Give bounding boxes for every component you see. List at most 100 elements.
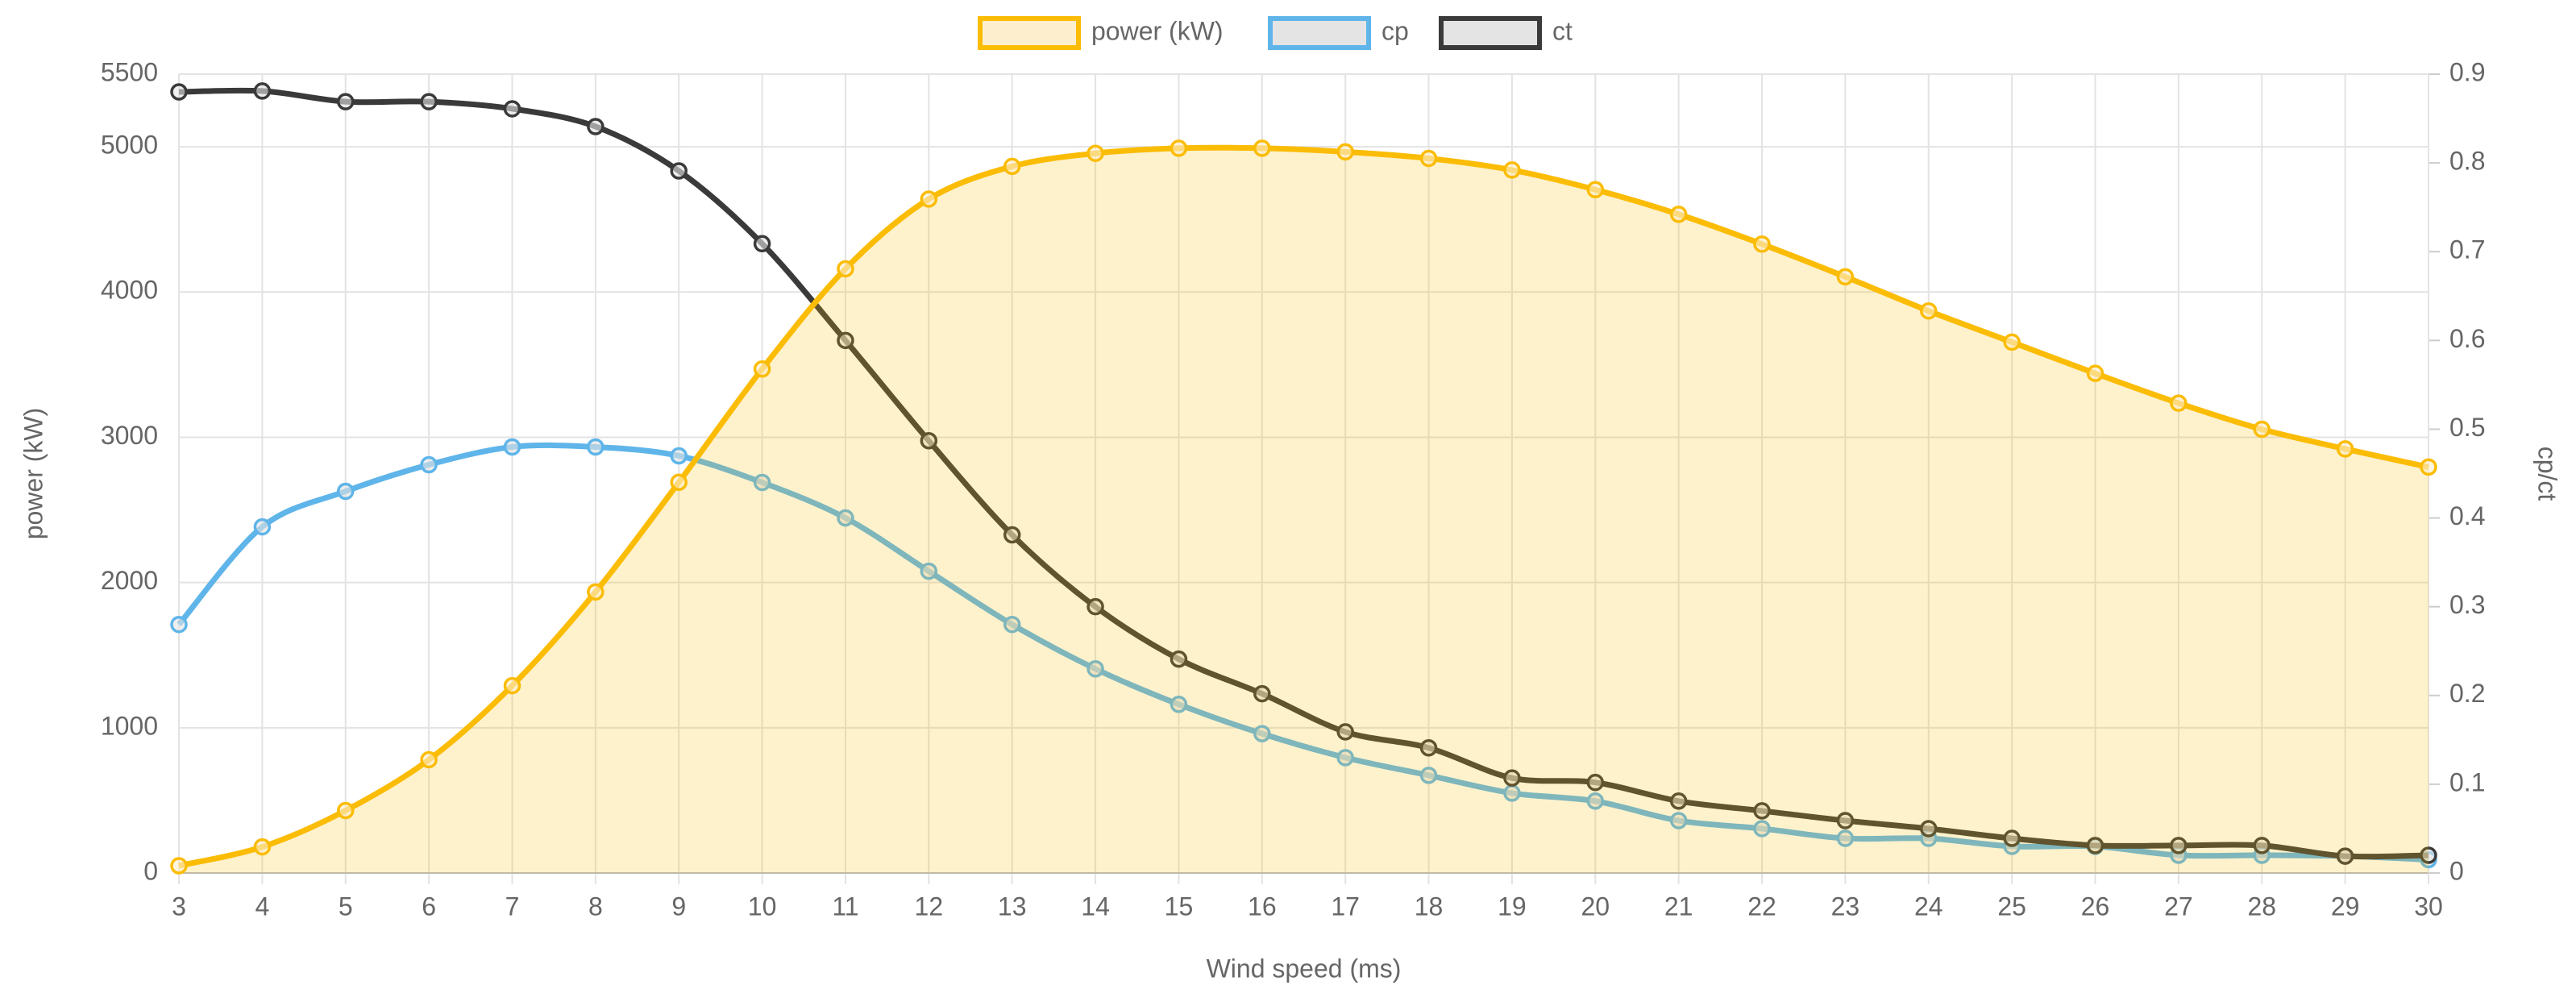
- y-tick-label: 0: [143, 856, 158, 885]
- x-tick-label: 10: [748, 892, 777, 921]
- data-point: [1253, 139, 1271, 157]
- x-tick-label: 24: [1914, 892, 1943, 921]
- data-point: [1253, 684, 1271, 703]
- y2-tick-label: 0.9: [2449, 57, 2485, 86]
- data-point: [1086, 659, 1104, 678]
- legend-swatch: [1268, 16, 1371, 50]
- data-point: [2336, 440, 2354, 458]
- x-tick-label: 22: [1747, 892, 1776, 921]
- data-point: [837, 509, 854, 527]
- data-point: [1253, 725, 1271, 742]
- y2-tick-label: 0.2: [2449, 679, 2485, 708]
- data-point: [670, 473, 688, 492]
- legend-label: ct: [1552, 16, 1573, 45]
- data-point: [2253, 420, 2271, 439]
- data-point: [1086, 597, 1104, 616]
- data-point: [1586, 792, 1605, 810]
- x-tick-label: 25: [1997, 892, 2026, 921]
- data-point: [503, 438, 521, 456]
- x-tick-label: 3: [172, 892, 186, 921]
- data-point: [503, 676, 521, 695]
- y2-tick-label: 0.6: [2449, 324, 2485, 353]
- y2-tick-label: 0.3: [2449, 590, 2485, 619]
- y-tick-label: 3000: [101, 421, 158, 450]
- data-point: [587, 118, 605, 135]
- x-tick-label: 6: [422, 892, 436, 921]
- x-tick-label: 27: [2164, 892, 2193, 921]
- data-point: [170, 83, 188, 101]
- x-tick-label: 29: [2331, 892, 2360, 921]
- data-point: [1170, 696, 1188, 713]
- data-point: [2170, 837, 2188, 854]
- data-point: [1170, 139, 1188, 157]
- data-point: [587, 438, 605, 456]
- y2-tick-label: 0.8: [2449, 147, 2485, 176]
- data-point: [1419, 767, 1438, 784]
- legend: power (kW) cp ct: [978, 16, 1573, 50]
- data-point: [1336, 749, 1354, 767]
- y2-tick-label: 0.5: [2449, 413, 2485, 442]
- data-point: [1920, 820, 1938, 838]
- y2-tick-label: 0.1: [2449, 767, 2485, 796]
- data-point: [753, 360, 771, 378]
- data-point: [1003, 526, 1021, 544]
- x-tick-label: 28: [2247, 892, 2276, 921]
- data-point: [420, 455, 438, 474]
- legend-swatch: [1439, 16, 1542, 50]
- data-point: [2086, 364, 2104, 382]
- data-point: [1170, 650, 1188, 668]
- x-tick-label: 15: [1165, 892, 1194, 921]
- y2-tick-label: 0.4: [2449, 501, 2485, 530]
- x-axis-title: Wind speed (ms): [1207, 954, 1402, 983]
- x-tick-label: 21: [1664, 892, 1693, 921]
- data-point: [1836, 812, 1855, 829]
- data-point: [837, 260, 854, 278]
- data-point: [420, 750, 438, 769]
- data-point: [1753, 802, 1771, 820]
- x-tick-label: 23: [1831, 892, 1860, 921]
- data-point: [336, 801, 355, 820]
- data-point: [1669, 812, 1688, 829]
- data-point: [2420, 846, 2437, 864]
- data-point: [753, 235, 771, 253]
- data-point: [336, 93, 355, 110]
- data-point: [253, 82, 272, 100]
- x-tick-label: 5: [339, 892, 353, 921]
- x-tick-label: 12: [915, 892, 944, 921]
- data-point: [1669, 206, 1688, 223]
- data-point: [1419, 149, 1438, 168]
- data-point: [1336, 723, 1354, 741]
- data-point: [670, 162, 688, 180]
- data-point: [670, 447, 688, 465]
- x-tick-label: 4: [255, 892, 269, 921]
- x-tick-label: 16: [1248, 892, 1277, 921]
- y-axis-title: power (kW): [19, 408, 48, 540]
- data-point: [1920, 301, 1938, 320]
- data-point: [253, 518, 272, 536]
- data-point: [1836, 268, 1855, 286]
- legend-swatch: [978, 16, 1081, 50]
- data-point: [920, 190, 938, 208]
- data-point: [1419, 738, 1438, 757]
- y-tick-label: 4000: [101, 276, 158, 305]
- data-point: [1586, 773, 1605, 792]
- y2-tick-label: 0: [2449, 856, 2464, 885]
- data-point: [2003, 333, 2021, 351]
- y-tick-label: 5500: [101, 57, 158, 86]
- data-point: [1753, 820, 1771, 838]
- data-point: [1086, 144, 1104, 162]
- x-tick-label: 19: [1498, 892, 1527, 921]
- data-point: [170, 615, 188, 634]
- data-point: [2086, 837, 2104, 854]
- data-point: [1669, 792, 1688, 810]
- y-tick-label: 5000: [101, 131, 158, 160]
- data-point: [920, 432, 938, 450]
- x-tick-label: 30: [2414, 892, 2443, 921]
- y-tick-label: 2000: [101, 566, 158, 595]
- legend-label: power (kW): [1091, 16, 1224, 45]
- x-tick-label: 26: [2081, 892, 2110, 921]
- series-area: [179, 148, 2429, 873]
- data-point: [1586, 181, 1605, 198]
- data-point: [587, 583, 605, 601]
- data-point: [1836, 829, 1855, 847]
